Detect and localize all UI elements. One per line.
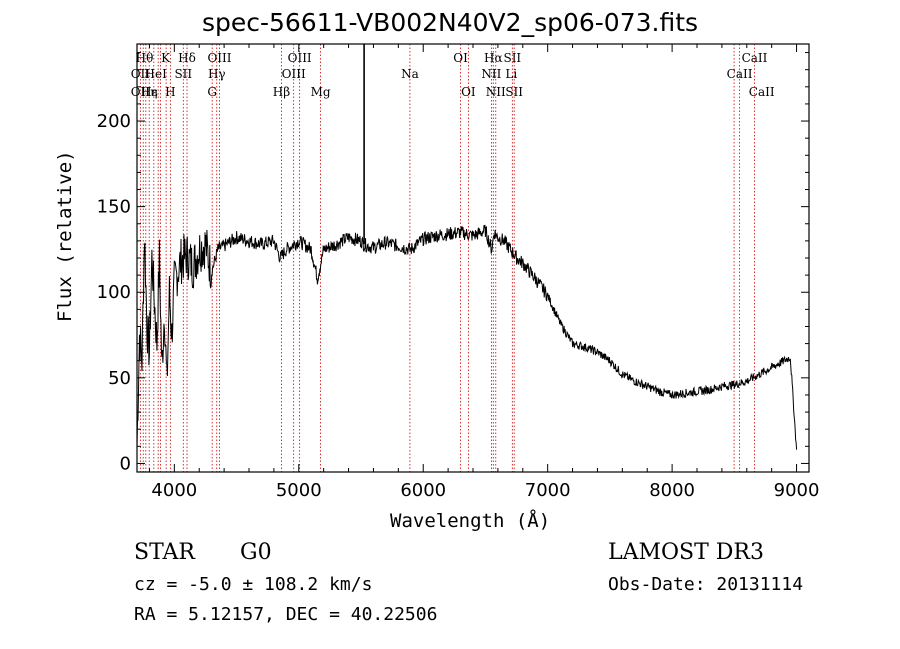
line-annotation: K [161,51,171,65]
plot-frame [136,43,810,473]
x-tick-label: 8000 [649,480,695,501]
line-annotation: OII [131,67,151,81]
line-annotation: Li [505,67,517,81]
line-annotation: Mg [311,85,331,99]
x-axis-ticks: 4000 5000 6000 7000 8000 9000 [148,44,820,501]
object-class: STAR [134,540,195,565]
line-annotation: CaII [749,85,775,99]
survey-name: LAMOST DR3 [608,540,764,565]
line-annotation: OI [461,85,476,99]
line-annotation: OI [453,51,468,65]
line-annotation: CaII [742,51,768,65]
line-annotation: Hθ [136,51,154,65]
line-annotation: Na [401,67,419,81]
y-tick-label: 150 [97,197,131,218]
line-annotation: H [165,85,175,99]
x-axis-label: Wavelength (Å) [390,510,551,532]
spectrum-series [136,44,798,450]
coordinates-readout: RA = 5.12157, DEC = 40.22506 [134,604,438,625]
x-tick-label: 7000 [525,480,571,501]
line-annotation: OIII [288,51,312,65]
y-axis-ticks: 0 50 100 150 200 [97,52,809,474]
line-annotation: G [207,85,217,99]
line-annotation: η [150,85,157,99]
y-tick-label: 0 [120,453,131,474]
x-tick-label: 4000 [151,480,197,501]
line-annotation: HeI [145,67,168,81]
line-annotation: Hδ [178,51,196,65]
line-annotation: SII [503,51,521,65]
obs-date: Obs-Date: 20131114 [608,574,804,595]
object-subclass: G0 [240,540,272,565]
line-annotation: OIII [282,67,306,81]
y-tick-label: 50 [108,368,131,389]
x-tick-label: 9000 [774,480,820,501]
redshift-readout: cz = -5.0 ± 108.2 km/s [134,574,373,595]
y-tick-label: 200 [97,111,131,132]
line-annotation: Hα [484,51,503,65]
line-annotation: Hβ [273,85,290,99]
reference-lines [139,44,755,472]
line-annotation: OIII [207,51,231,65]
line-annotation: CaII [727,67,753,81]
line-annotation: OII [131,85,151,99]
line-annotation: NII [486,85,506,99]
y-tick-label: 100 [97,282,131,303]
line-annotation: SII [505,85,523,99]
y-axis-label: Flux (relative) [54,150,76,322]
x-tick-label: 6000 [400,480,446,501]
chart-title: spec-56611-VB002N40V2_sp06-073.fits [201,8,699,37]
line-annotation: Hγ [208,67,226,81]
x-tick-label: 5000 [276,480,322,501]
line-annotation: Hε [141,85,158,99]
series-line-spectrum [136,224,798,450]
line-annotation: SII [174,67,192,81]
line-annotation: NII [481,67,501,81]
